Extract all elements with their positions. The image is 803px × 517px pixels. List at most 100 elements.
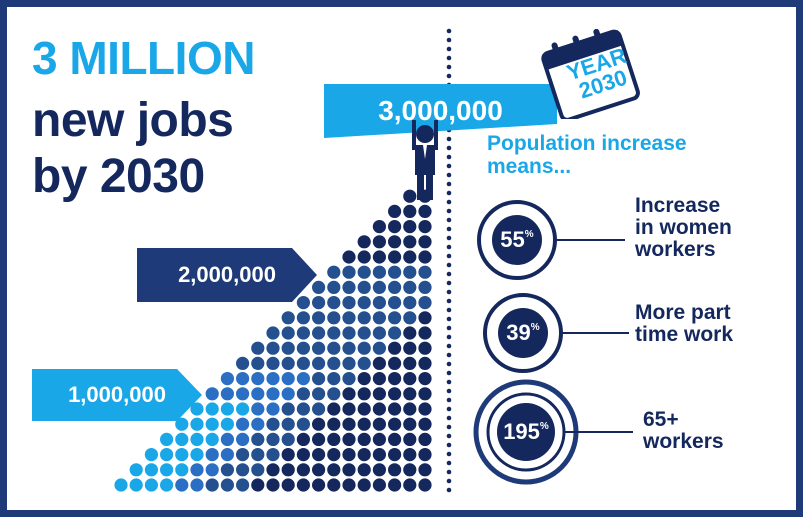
job-dot [388,326,402,340]
job-dot [418,220,432,234]
job-dot [327,326,341,340]
divider-dot [446,262,452,268]
divider-dot [446,442,452,448]
job-dot [357,356,371,370]
job-dot [251,402,265,416]
job-dot [129,478,143,492]
job-dot [296,311,310,325]
job-dot [281,463,295,477]
job-dot [190,478,204,492]
job-dot [342,250,356,264]
job-dot [281,417,295,431]
job-dot [144,448,158,462]
job-dot [403,311,417,325]
divider-dot [446,172,452,178]
job-dot [266,326,280,340]
job-dot [418,387,432,401]
divider-dot [446,415,452,421]
job-dot [327,311,341,325]
job-dot [296,402,310,416]
worker-figure-icon [412,120,438,200]
divider-dot [446,217,452,223]
divider-dot [446,55,452,61]
job-dot [251,341,265,355]
job-dot [281,478,295,492]
job-dot [281,402,295,416]
job-dot [357,311,371,325]
job-dot [372,448,386,462]
marker-arrow-shape [137,248,317,302]
job-dot [372,463,386,477]
stat-value: 55% [500,227,534,252]
job-dot [342,265,356,279]
job-dot [160,448,174,462]
job-dot [357,448,371,462]
job-dot [236,372,250,386]
divider-dot [446,334,452,340]
job-dot [175,478,189,492]
divider-dot [446,451,452,457]
divider-dot [446,325,452,331]
job-dot [388,250,402,264]
job-dot [372,326,386,340]
job-dot [205,387,219,401]
job-dot [251,448,265,462]
job-dot [418,372,432,386]
divider-dot [446,298,452,304]
job-dot [342,478,356,492]
job-dot [312,326,326,340]
job-dot [403,402,417,416]
job-dot [296,296,310,310]
job-dot [372,250,386,264]
divider-dot [446,154,452,160]
job-dot [418,326,432,340]
job-dot [144,478,158,492]
job-dot [251,372,265,386]
job-dot [205,417,219,431]
calendar-icon: YEAR 2030 [537,28,643,122]
job-dot [403,478,417,492]
divider-dot [446,352,452,358]
job-dot [236,448,250,462]
job-dot [266,387,280,401]
divider-dot [446,46,452,52]
job-dot [327,356,341,370]
job-dot [388,280,402,294]
divider-dot [446,37,452,43]
job-dot [403,189,417,203]
job-dot [220,417,234,431]
stat-ring-icon [477,200,625,280]
job-dot [220,402,234,416]
job-dot [296,417,310,431]
job-dot [418,204,432,218]
stat-women-workers: 55% Increase in women workers [477,194,777,280]
job-dot [418,265,432,279]
job-dot [357,387,371,401]
divider-dot [446,397,452,403]
divider-dot [446,469,452,475]
job-dot [190,448,204,462]
job-dot [327,341,341,355]
job-dot [281,356,295,370]
job-dot [342,448,356,462]
job-dot [342,372,356,386]
job-dot [357,417,371,431]
job-dot [220,448,234,462]
job-dot [114,478,128,492]
job-dot [220,478,234,492]
job-dot [296,387,310,401]
divider-dot [446,406,452,412]
job-dot [175,448,189,462]
job-dot [418,478,432,492]
job-dot [342,296,356,310]
job-dot [388,265,402,279]
job-dot [144,463,158,477]
marker-3-million: 3,000,000 [324,84,557,138]
divider-dot [446,271,452,277]
job-dot [312,280,326,294]
job-dot [388,341,402,355]
job-dot [312,448,326,462]
job-dot [312,432,326,446]
job-dot [342,311,356,325]
marker-ribbon-shape [324,84,557,138]
